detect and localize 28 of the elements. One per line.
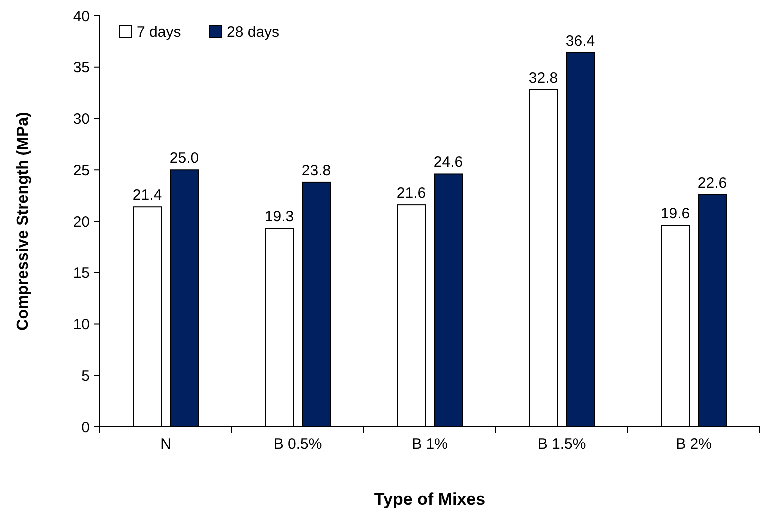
legend-label: 28 days — [227, 24, 280, 41]
y-tick-label: 0 — [82, 419, 90, 436]
x-axis-title: Type of Mixes — [374, 490, 486, 509]
data-label: 24.6 — [434, 154, 464, 172]
y-tick-label: 10 — [73, 316, 90, 334]
y-tick-label: 35 — [73, 60, 90, 77]
data-label: 19.6 — [660, 206, 690, 223]
y-tick-label: 20 — [73, 214, 90, 231]
y-tick-label: 5 — [82, 368, 90, 385]
data-label: 21.6 — [396, 185, 426, 202]
x-tick-label: B 1.5% — [538, 436, 586, 453]
y-tick-label: 15 — [73, 265, 90, 282]
y-axis-title: Compressive Strength (MPa) — [15, 112, 32, 331]
data-label: 19.3 — [264, 208, 294, 226]
x-tick-label: B 0.5% — [274, 436, 322, 453]
data-label: 22.6 — [698, 174, 728, 192]
data-label: 32.8 — [528, 70, 558, 87]
legend-label: 7 days — [137, 24, 182, 41]
y-tick-label: 25 — [73, 162, 90, 180]
x-tick-label: B 1% — [412, 436, 448, 453]
x-tick-label: N — [160, 436, 172, 453]
data-label: 23.8 — [302, 162, 332, 180]
x-tick-label: B 2% — [676, 436, 712, 453]
data-label: 36.4 — [566, 32, 596, 50]
data-label: 21.4 — [132, 187, 162, 204]
data-label: 25.0 — [170, 150, 200, 168]
y-tick-label: 30 — [73, 111, 90, 128]
y-tick-label: 40 — [73, 8, 90, 26]
